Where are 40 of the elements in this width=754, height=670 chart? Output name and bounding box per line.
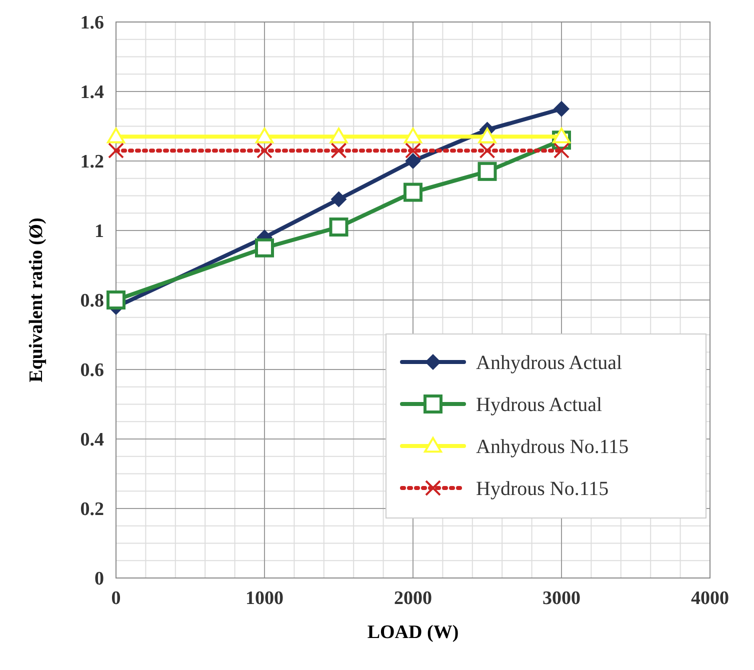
point <box>108 142 124 159</box>
x-axis-title: LOAD (W) <box>367 622 459 643</box>
point <box>479 142 496 159</box>
point <box>478 128 496 144</box>
y-tick-label: 1.6 <box>80 12 104 34</box>
point <box>107 128 125 144</box>
point <box>405 142 421 159</box>
point <box>330 142 347 159</box>
x-tick-label: 2000 <box>394 588 432 609</box>
point <box>552 128 570 144</box>
y-tick-label: 1.4 <box>80 82 104 104</box>
point <box>255 238 274 258</box>
point <box>256 128 274 144</box>
point <box>256 142 272 159</box>
point <box>554 100 570 117</box>
x-tick-label: 0 <box>111 588 121 609</box>
x-tick-label: 1000 <box>246 588 284 609</box>
point <box>329 218 348 237</box>
y-tick-label: 0 <box>94 568 104 590</box>
y-axis-title: Equivalent ratio (Ø) <box>26 218 47 382</box>
legend-label: Anhydrous No.115 <box>476 436 629 458</box>
point <box>330 191 347 208</box>
y-tick-label: 1 <box>94 221 104 242</box>
legend-label: Anhydrous Actual <box>476 352 623 374</box>
y-tick-label: 0.6 <box>80 360 104 382</box>
y-tick-label: 0.8 <box>80 290 104 312</box>
point <box>404 128 422 144</box>
point <box>554 142 570 159</box>
point <box>330 128 348 144</box>
point <box>106 290 126 310</box>
y-tick-label: 1.2 <box>80 152 104 173</box>
point <box>405 153 421 169</box>
legend-label: Hydrous Actual <box>476 394 603 416</box>
point <box>478 162 497 181</box>
x-tick-label: 3000 <box>542 588 580 609</box>
legend-label: Hydrous No.115 <box>476 478 609 500</box>
x-tick-label: 4000 <box>691 588 729 609</box>
y-tick-label: 0.4 <box>80 430 104 451</box>
point <box>404 182 422 202</box>
y-tick-label: 0.2 <box>80 499 104 520</box>
